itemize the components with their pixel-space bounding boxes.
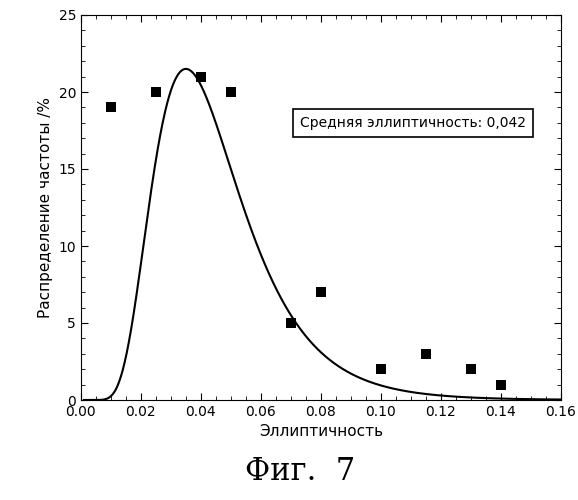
Point (421, 350, 431, 358)
Point (316, 288, 325, 296)
Point (226, 88, 235, 96)
Point (496, 380, 505, 388)
Y-axis label: Распределение частоты /%: Распределение частоты /% (38, 97, 53, 318)
Point (151, 88, 161, 96)
Point (466, 365, 475, 373)
Point (196, 72, 206, 80)
Text: Фиг.  7: Фиг. 7 (246, 456, 355, 488)
Point (106, 104, 116, 112)
X-axis label: Эллиптичность: Эллиптичность (259, 424, 383, 440)
Point (286, 319, 295, 327)
Text: Средняя эллиптичность: 0,042: Средняя эллиптичность: 0,042 (300, 116, 526, 130)
Point (376, 365, 386, 373)
